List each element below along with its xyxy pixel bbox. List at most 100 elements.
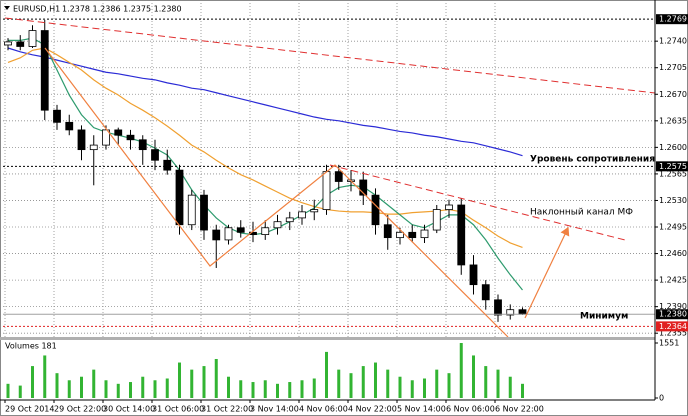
volume-bar bbox=[423, 378, 426, 398]
y-tick-label: 1.2495 bbox=[659, 223, 687, 232]
annotation: Минимум bbox=[580, 312, 628, 322]
volume-bar bbox=[435, 369, 439, 398]
x-tick-label: 6 Nov 22:00 bbox=[495, 405, 544, 414]
y-tick-label: 0 bbox=[659, 394, 664, 403]
volume-bar bbox=[263, 380, 267, 398]
candle-body bbox=[261, 227, 270, 235]
candle-body bbox=[138, 139, 147, 151]
y-tick-label: 1.2390 bbox=[659, 302, 687, 311]
candle-body bbox=[420, 229, 429, 239]
y-tick-label: 1.2565 bbox=[659, 169, 687, 178]
candle-body bbox=[77, 129, 86, 151]
candle-body bbox=[457, 204, 466, 266]
volume-bar bbox=[410, 380, 414, 398]
x-tick-label: 4 Nov 06:00 bbox=[299, 405, 348, 414]
level-box bbox=[656, 161, 688, 172]
volume-bar bbox=[288, 382, 292, 398]
candle-body bbox=[396, 231, 404, 239]
candle-body bbox=[114, 129, 123, 136]
candle-body bbox=[481, 284, 490, 301]
volume-bar bbox=[202, 366, 206, 398]
level-label: 1.2364 bbox=[659, 322, 687, 331]
volume-bar bbox=[398, 376, 402, 398]
forecast-arrow bbox=[524, 226, 570, 319]
volume-bar bbox=[472, 355, 475, 398]
x-tick-label: 6 Nov 06:00 bbox=[446, 405, 495, 414]
trend-line bbox=[4, 17, 655, 94]
volume-bar bbox=[31, 366, 34, 398]
volume-bar bbox=[92, 369, 96, 398]
volume-bar bbox=[361, 366, 365, 398]
volume-bar bbox=[67, 380, 71, 398]
volume-bar bbox=[239, 380, 243, 398]
y-tick-label: 1.2460 bbox=[659, 249, 687, 258]
y-tick-label: 1.2740 bbox=[659, 37, 687, 46]
candle-body bbox=[298, 211, 306, 219]
volume-bar bbox=[276, 383, 279, 398]
x-tick-label: 29 Oct 2014 bbox=[5, 405, 54, 414]
x-tick-label: 4 Nov 22:00 bbox=[348, 405, 397, 414]
volume-bar bbox=[165, 378, 169, 398]
candle-body bbox=[65, 121, 74, 131]
x-tick-label: 29 Oct 22:00 bbox=[54, 405, 106, 414]
y-tick-label: 1551 bbox=[659, 339, 679, 348]
volume-bar bbox=[496, 369, 500, 398]
x-tick-label: 31 Oct 06:00 bbox=[152, 405, 204, 414]
y-tick-label: 1.2670 bbox=[659, 90, 687, 99]
candle-body bbox=[408, 231, 417, 239]
volume-bar bbox=[129, 382, 132, 398]
channel-line bbox=[329, 164, 626, 241]
level-box bbox=[656, 309, 688, 320]
candle-body bbox=[126, 134, 135, 141]
candle-body bbox=[432, 209, 441, 231]
candle-body bbox=[494, 299, 502, 316]
volume-bar bbox=[374, 362, 377, 398]
volume-bar bbox=[80, 376, 83, 398]
candle-body bbox=[285, 217, 294, 223]
y-tick-label: 1.2425 bbox=[659, 276, 687, 285]
volume-bar bbox=[447, 373, 451, 398]
volume-bar bbox=[18, 385, 22, 398]
volume-bar bbox=[508, 376, 512, 398]
panel-separator bbox=[0, 337, 655, 340]
symbol-icon bbox=[4, 6, 10, 10]
candle-body bbox=[175, 169, 184, 226]
volume-bar bbox=[312, 378, 316, 398]
volume-bar bbox=[325, 351, 328, 398]
candle-body bbox=[322, 171, 331, 210]
header-ohlc: 1.2378 1.2386 1.2375 1.2380 bbox=[62, 5, 182, 14]
y-tick-label: 1.2705 bbox=[659, 63, 687, 72]
candle-body bbox=[200, 194, 208, 231]
annotation: Наклонный канал МФ bbox=[530, 208, 633, 218]
y-tick-label: 1.2635 bbox=[659, 116, 687, 125]
candle-body bbox=[310, 209, 319, 213]
candle-body bbox=[16, 41, 25, 47]
volume-bar bbox=[214, 358, 218, 398]
level-label: 1.2769 bbox=[659, 15, 687, 24]
candle-body bbox=[40, 30, 49, 111]
candle-body bbox=[28, 30, 37, 47]
x-tick-label: 31 Oct 22:00 bbox=[201, 405, 253, 414]
candle-body bbox=[187, 194, 196, 226]
volume-bar bbox=[104, 380, 108, 398]
candle-body bbox=[89, 144, 98, 151]
y-tick-label: 1.2530 bbox=[659, 196, 687, 205]
zigzag bbox=[44, 47, 509, 337]
volume-bar bbox=[521, 383, 524, 398]
candle-body bbox=[371, 194, 380, 226]
candle-body bbox=[4, 41, 12, 46]
symbol: EURUSD,H1 bbox=[13, 5, 60, 14]
candle-body bbox=[212, 229, 221, 241]
volume-bar bbox=[349, 373, 353, 398]
x-tick-label: 3 Nov 14:00 bbox=[250, 405, 299, 414]
level-box bbox=[656, 14, 688, 25]
volume-bar bbox=[116, 383, 120, 398]
volume-bar bbox=[55, 373, 59, 398]
candle-body bbox=[102, 129, 110, 146]
volume-bar bbox=[141, 376, 145, 398]
candle-body bbox=[163, 159, 172, 171]
volume-bar bbox=[459, 343, 463, 398]
volume-bar bbox=[227, 376, 230, 398]
volume-bar bbox=[190, 369, 194, 398]
